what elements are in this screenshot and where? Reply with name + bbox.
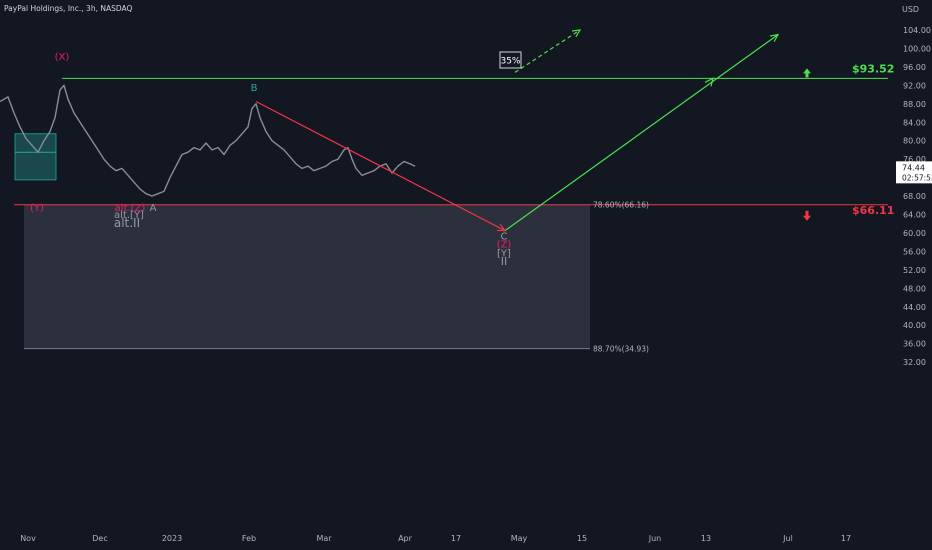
teal-zone-box bbox=[14, 133, 57, 181]
projection-percent-label: 35% bbox=[500, 57, 520, 67]
target-level-label: $93.52 bbox=[852, 62, 894, 75]
price-tick-label: 84.00 bbox=[903, 118, 926, 127]
time-tick-label: Apr bbox=[398, 534, 413, 543]
stop-level-label: $66.11 bbox=[852, 204, 894, 217]
price-series-line bbox=[0, 84, 416, 197]
price-tick-label: 68.00 bbox=[903, 192, 926, 201]
wave-label: alt.[Y] bbox=[114, 210, 144, 221]
green-arrow-head bbox=[770, 33, 780, 42]
wave-label: (Y) bbox=[30, 203, 44, 214]
up-arrow-icon bbox=[803, 68, 811, 78]
price-tick-label: 92.00 bbox=[903, 81, 926, 90]
dashed-arrow-head bbox=[571, 29, 582, 38]
wave-label: alt.(Z) bbox=[115, 203, 146, 214]
chart-title: PayPal Holdings, Inc., 3h, NASDAQ bbox=[4, 4, 133, 13]
price-tick-label: 76.00 bbox=[903, 155, 926, 164]
red-wave-path bbox=[255, 100, 506, 232]
fib-label: 88.70%(34.93) bbox=[593, 345, 649, 354]
price-tick-label: 88.00 bbox=[903, 100, 926, 109]
time-tick-label: Nov bbox=[20, 534, 36, 543]
dashed-projection-path bbox=[514, 29, 581, 73]
wave-label: II bbox=[501, 255, 508, 268]
currency-label: USD bbox=[902, 5, 919, 14]
price-tick-label: 36.00 bbox=[903, 340, 926, 349]
wave-label: C bbox=[501, 231, 508, 242]
fib-label: 78.60%(66.16) bbox=[593, 201, 649, 210]
down-arrow-icon bbox=[803, 210, 811, 221]
price-tick-label: 48.00 bbox=[903, 284, 926, 293]
wave-label: [Y] bbox=[497, 248, 511, 259]
last-price-badge bbox=[896, 161, 932, 184]
time-tick-label: 15 bbox=[577, 534, 587, 543]
price-tick-label: 44.00 bbox=[903, 303, 926, 312]
time-tick-label: 17 bbox=[451, 534, 461, 543]
time-tick-label: Mar bbox=[316, 534, 332, 543]
wave-label: alt.II bbox=[114, 216, 140, 230]
price-tick-label: 96.00 bbox=[903, 63, 926, 72]
last-price-label: 74.44 bbox=[902, 163, 925, 172]
price-tick-label: 40.00 bbox=[903, 321, 926, 330]
price-tick-label: 52.00 bbox=[903, 266, 926, 275]
wave-label: B bbox=[251, 83, 258, 94]
red-arrow-head bbox=[496, 223, 507, 232]
time-tick-label: May bbox=[511, 534, 528, 543]
projection-percent-box bbox=[499, 51, 522, 69]
price-tick-label: 56.00 bbox=[903, 247, 926, 256]
price-tick-label: 100.00 bbox=[903, 44, 931, 53]
target-cross-arrow bbox=[704, 77, 714, 87]
time-tick-label: Dec bbox=[92, 534, 107, 543]
price-tick-label: 60.00 bbox=[903, 229, 926, 238]
time-tick-label: 17 bbox=[841, 534, 851, 543]
time-tick-label: Jul bbox=[782, 534, 793, 543]
price-tick-label: 64.00 bbox=[903, 211, 926, 220]
wave-label: (Z) bbox=[497, 240, 512, 251]
time-tick-label: 13 bbox=[701, 534, 711, 543]
price-tick-label: 104.00 bbox=[903, 26, 931, 35]
time-tick-label: 2023 bbox=[162, 534, 182, 543]
price-tick-label: 32.00 bbox=[903, 358, 926, 367]
price-tick-label: 80.00 bbox=[903, 137, 926, 146]
time-tick-label: Jun bbox=[648, 534, 662, 543]
green-wave-path bbox=[504, 34, 779, 232]
wave-label: A bbox=[150, 203, 157, 214]
target-zone-box bbox=[24, 204, 590, 349]
countdown-label: 02:57:53 bbox=[902, 173, 932, 182]
wave-label: (X) bbox=[55, 52, 70, 63]
time-tick-label: Feb bbox=[242, 534, 256, 543]
